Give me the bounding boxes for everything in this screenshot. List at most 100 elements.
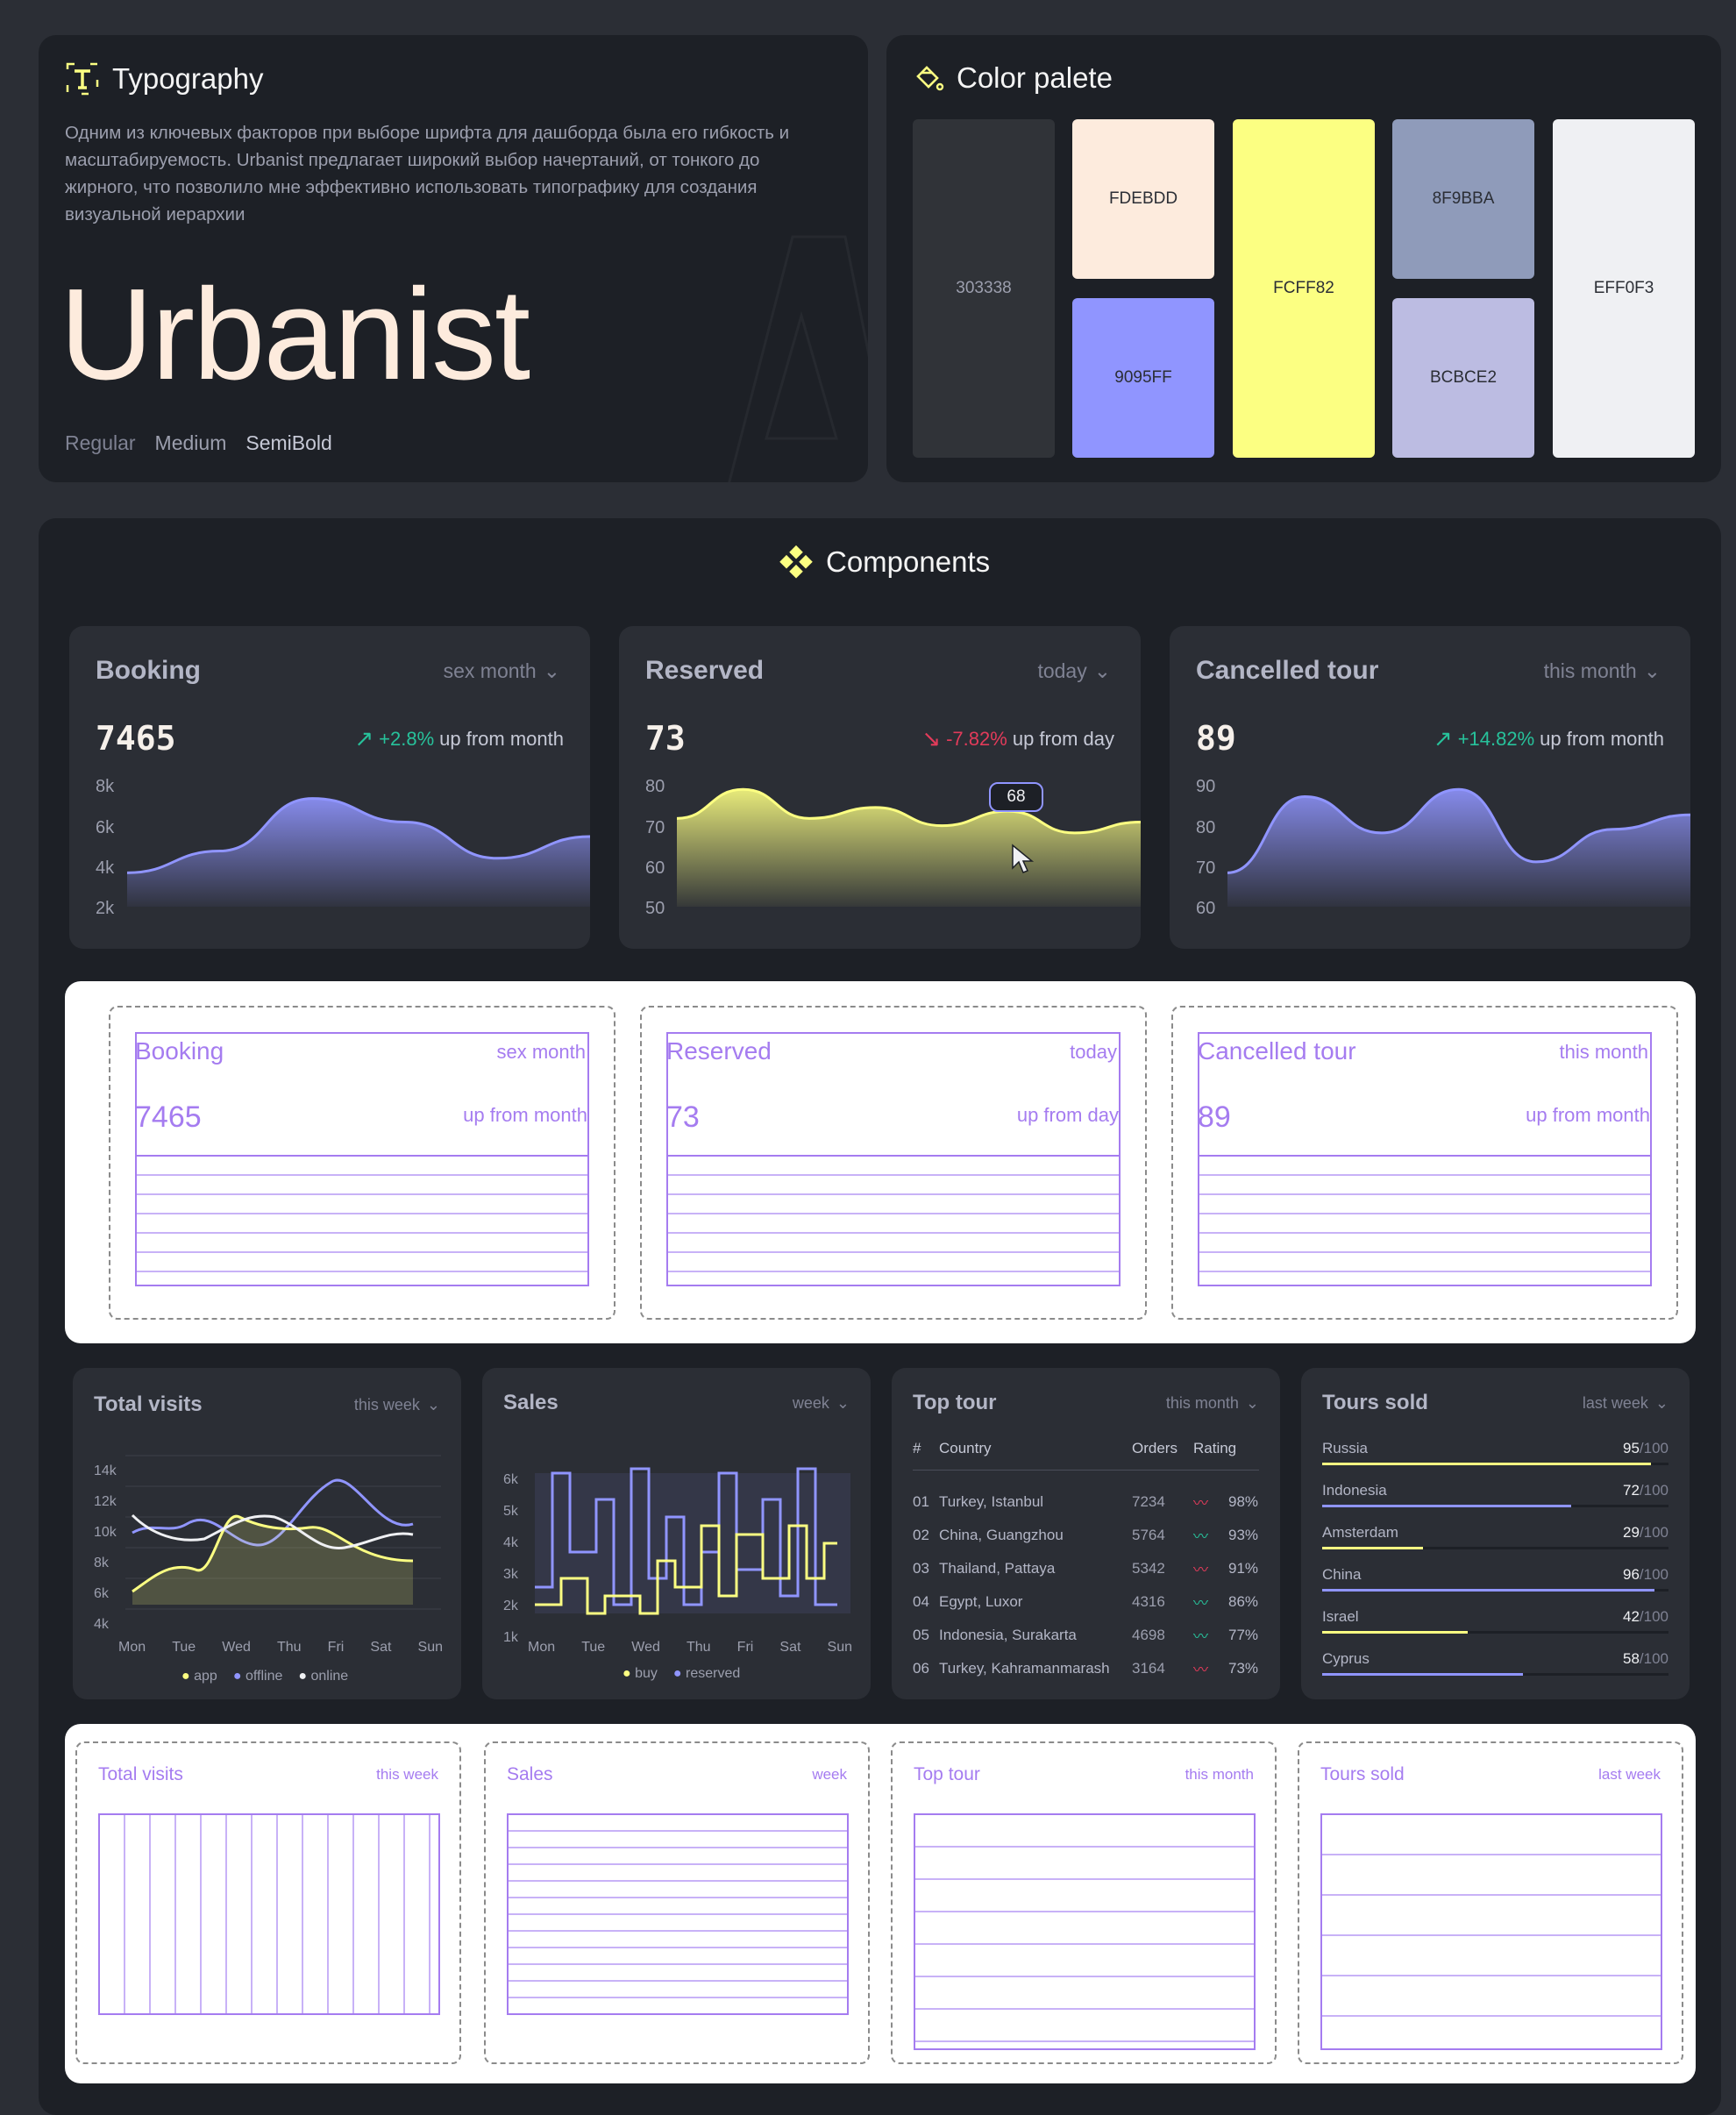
- kpi-wireframe-block: Booking sex month 7465 up from month Res…: [65, 981, 1696, 1343]
- wireframe-card: Sales week: [484, 1741, 870, 2064]
- card-title: Total visits: [94, 1392, 203, 1416]
- y-tick: 6k: [96, 818, 115, 837]
- country-label: Russia: [1322, 1440, 1368, 1456]
- country: Turkey, Kahramanmarash: [939, 1659, 1110, 1677]
- area-fill: [1227, 789, 1690, 907]
- y-tick: 60: [645, 858, 665, 878]
- rating: 73%: [1228, 1659, 1259, 1677]
- series-line: [677, 787, 1141, 835]
- tours-sold-card: Tours sold last week ⌄ Russia 95/100 Indone…: [1301, 1368, 1690, 1699]
- area-fill: [127, 798, 590, 907]
- kpi-card-booking: Booking sex month ⌄ 7465 ↗ +2.8% up from …: [69, 626, 590, 949]
- chevron-down-icon: ⌄: [1093, 659, 1111, 682]
- typography-panel: Typography Одним из ключевых факторов пр…: [39, 35, 868, 482]
- rank: 05: [913, 1626, 929, 1643]
- table-row[interactable]: 05 Indonesia, Surakarta 4698 〰 77%: [892, 1624, 1280, 1646]
- sales-card: Sales week ⌄ 6k 5k 4k 3k 2k 1k Mon Tue Wed Thu Fri…: [482, 1368, 871, 1699]
- legend: ● buy ● reserved: [623, 1666, 741, 1681]
- value-label: 58/100: [1622, 1650, 1668, 1667]
- swatch-9095ff: 9095FF: [1072, 298, 1214, 458]
- table-row[interactable]: 03 Thailand, Pattaya 5342 〰 91%: [892, 1557, 1280, 1579]
- swatch-fdebdd: FDEBDD: [1072, 119, 1214, 279]
- rank: 01: [913, 1492, 929, 1510]
- components-title-text: Components: [826, 545, 991, 578]
- period-dropdown[interactable]: sex month ⌄: [443, 659, 560, 682]
- chevron-down-icon: ⌄: [426, 1396, 440, 1414]
- y-tick: 4k: [96, 858, 115, 878]
- progress-fill: [1322, 1547, 1423, 1549]
- table-row[interactable]: 01 Turkey, Istanbul 7234 〰 98%: [892, 1491, 1280, 1513]
- x-axis: Mon Tue Wed Thu Fri Sat Sun: [118, 1640, 443, 1655]
- value-label: 95/100: [1622, 1440, 1668, 1456]
- y-tick: 60: [1196, 899, 1216, 918]
- card-title: Tours sold: [1322, 1391, 1428, 1414]
- table-row[interactable]: 02 China, Guangzhou 5764 〰 93%: [892, 1524, 1280, 1546]
- kpi-value: 89: [1196, 719, 1236, 758]
- table-row[interactable]: 06 Turkey, Kahramanmarash 3164 〰 73%: [892, 1657, 1280, 1679]
- progress-fill: [1322, 1589, 1655, 1592]
- trend-sparkline-icon: 〰: [1193, 1595, 1208, 1612]
- rating: 98%: [1228, 1492, 1259, 1510]
- period-dropdown[interactable]: this week ⌄: [353, 1396, 440, 1414]
- country-label: Indonesia: [1322, 1482, 1387, 1499]
- period-dropdown[interactable]: this month ⌄: [1543, 659, 1661, 682]
- swatch-303338: 303338: [913, 119, 1055, 458]
- kpi-value: 73: [645, 719, 686, 758]
- typography-description: Одним из ключевых факторов при выборе шр…: [65, 123, 790, 224]
- wireframe-card: Cancelled tour this month 89 up from mon…: [1171, 1006, 1678, 1320]
- progress-fill: [1322, 1631, 1468, 1634]
- period-dropdown[interactable]: week ⌄: [792, 1394, 850, 1412]
- total-visits-line-chart: [125, 1455, 441, 1610]
- progress-row: Israel 42/100: [1322, 1608, 1668, 1643]
- country-label: China: [1322, 1566, 1362, 1583]
- value-label: 29/100: [1622, 1524, 1668, 1541]
- kpi-title: Booking: [96, 656, 201, 685]
- value-label: 72/100: [1622, 1482, 1668, 1499]
- orders: 3164: [1132, 1659, 1165, 1677]
- swatch-fcff82: FCFF82: [1233, 119, 1375, 458]
- kpi-trend: ↗ +14.82% up from month: [1433, 725, 1664, 751]
- period-dropdown[interactable]: last week ⌄: [1582, 1394, 1668, 1412]
- y-tick: 80: [645, 777, 665, 796]
- rank: 04: [913, 1592, 929, 1610]
- trend-sparkline-icon: 〰: [1193, 1528, 1208, 1545]
- area-fill: [677, 789, 1141, 907]
- progress-row: China 96/100: [1322, 1566, 1668, 1601]
- country: Indonesia, Surakarta: [939, 1626, 1077, 1643]
- progress-fill: [1322, 1505, 1572, 1507]
- progress-fill: [1322, 1463, 1652, 1465]
- value-label: 96/100: [1622, 1566, 1668, 1583]
- chevron-down-icon: ⌄: [1654, 1394, 1668, 1412]
- y-tick: 50: [645, 899, 665, 918]
- wireframe-card: Top tour this month: [891, 1741, 1277, 2064]
- weight-medium: Medium: [154, 431, 227, 454]
- trend-sparkline-icon: 〰: [1193, 1495, 1208, 1512]
- country: Turkey, Istanbul: [939, 1492, 1044, 1510]
- period-dropdown[interactable]: today ⌄: [1037, 659, 1111, 682]
- top-tour-card: Top tour this month ⌄ # Country Orders Ra…: [892, 1368, 1280, 1699]
- table-row[interactable]: 04 Egypt, Luxor 4316 〰 86%: [892, 1591, 1280, 1613]
- typography-title: Typography: [65, 61, 263, 96]
- chart-tooltip: 68: [989, 782, 1043, 812]
- trend-up-icon: ↗: [354, 725, 374, 751]
- total-visits-card: Total visits this week ⌄ 14k 12k 10k 8k 6k 4k …: [73, 1368, 461, 1699]
- chevron-down-icon: ⌄: [1245, 1394, 1259, 1412]
- sales-step-chart: [535, 1467, 850, 1615]
- chevron-down-icon: ⌄: [543, 659, 560, 682]
- rating: 91%: [1228, 1559, 1259, 1577]
- trend-down-icon: ↘: [921, 725, 942, 751]
- wireframe-card: Tours sold last week: [1298, 1741, 1683, 2064]
- kpi-value: 7465: [96, 719, 176, 758]
- y-axis: 14k 12k 10k 8k 6k 4k: [94, 1463, 117, 1632]
- cancelled-area-chart: [1227, 787, 1690, 907]
- components-icon: [779, 545, 813, 579]
- card-title: Sales: [503, 1391, 559, 1414]
- period-dropdown[interactable]: this month ⌄: [1165, 1394, 1259, 1412]
- rating: 93%: [1228, 1526, 1259, 1543]
- paint-bucket-icon: [916, 66, 944, 91]
- y-tick: 70: [1196, 858, 1216, 878]
- series-line: [1227, 787, 1690, 874]
- weight-semibold: SemiBold: [245, 431, 332, 454]
- y-tick: 2k: [96, 899, 115, 918]
- reserved-area-chart: [677, 787, 1141, 907]
